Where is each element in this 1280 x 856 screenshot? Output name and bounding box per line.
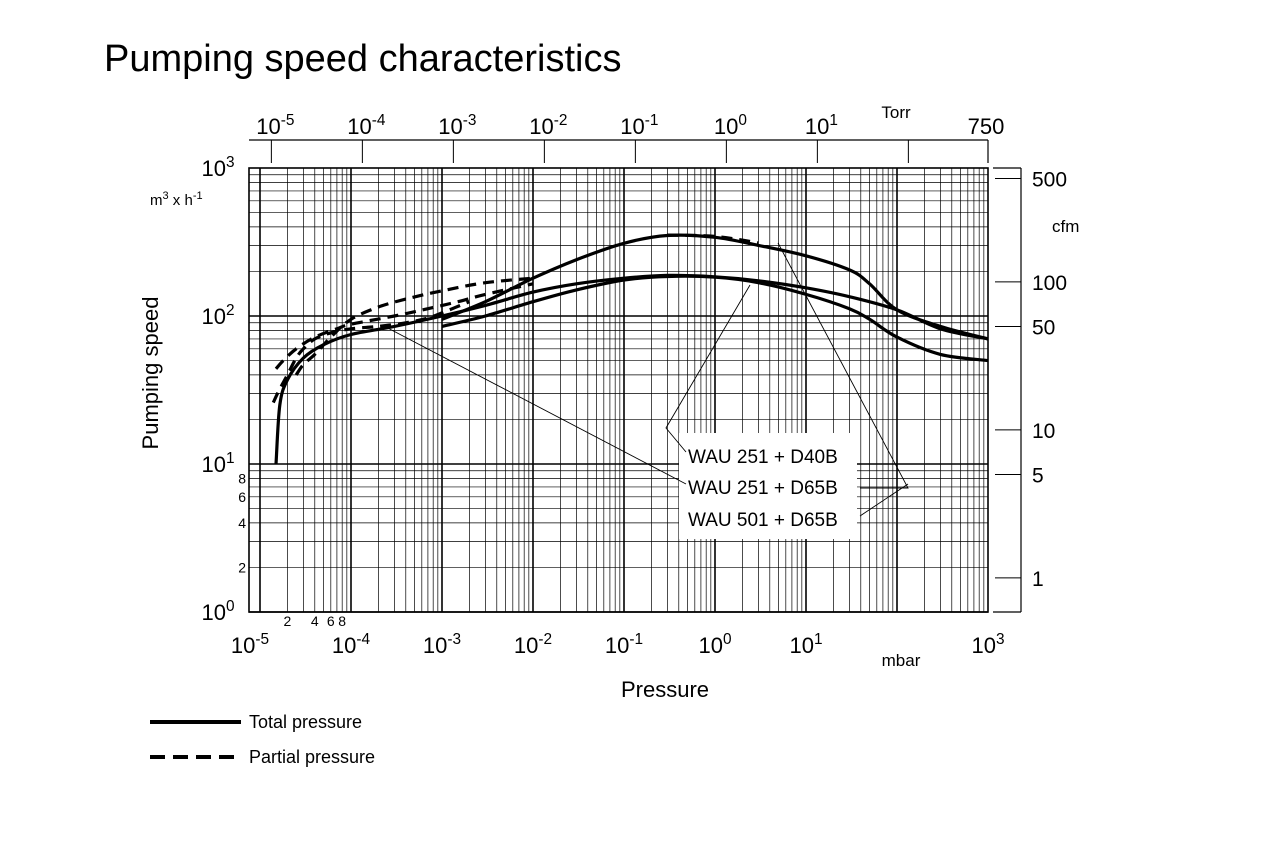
callout-line (859, 483, 909, 517)
annotation-box (679, 433, 857, 539)
x-tick-label: 10-1 (605, 631, 643, 658)
right-axis-unit: cfm (1052, 217, 1079, 236)
right-tick-label: 10 (1032, 420, 1055, 443)
x-tick-label: 10-3 (423, 631, 461, 658)
series-line-solid (441, 274, 989, 363)
series-line-solid (441, 233, 989, 341)
top-tick-label: 101 (805, 112, 838, 139)
callout-line (381, 324, 687, 485)
chart-title: Pumping speed characteristics (104, 38, 622, 80)
y-tick-label: 100 (201, 598, 234, 625)
x-axis-label: Pressure (621, 677, 709, 702)
x-minor-tick-label: 2 (283, 613, 291, 629)
legend-label: Total pressure (249, 712, 362, 732)
plot-frame (248, 167, 989, 613)
right-tick-label: 100 (1032, 272, 1067, 295)
top-tick-label: 100 (714, 112, 747, 139)
x-minor-tick-label: 6 (327, 613, 335, 629)
grid (249, 168, 988, 613)
x-tick-label: 10-2 (514, 631, 552, 658)
top-tick-label: 10-3 (438, 112, 476, 139)
y-tick-label: 103 (201, 154, 234, 181)
x-minor-tick-label: 8 (338, 613, 346, 629)
y-tick-label: 102 (201, 302, 234, 329)
top-tick-label: 10-1 (620, 112, 658, 139)
right-tick-label: 50 (1032, 316, 1055, 339)
right-tick-label: 500 (1032, 168, 1067, 191)
right-tick-label: 5 (1032, 464, 1044, 487)
annotation-label: WAU 501 + D65B (688, 510, 838, 531)
x-tick-label: 10-5 (231, 631, 269, 658)
top-axis-unit: Torr (881, 103, 911, 122)
top-tick-label: 10-2 (529, 112, 567, 139)
top-tick-label: 10-5 (256, 112, 294, 139)
x-tick-label: 103 (971, 631, 1004, 658)
x-unit-label: mbar (882, 651, 921, 670)
series-line-solid (274, 273, 989, 465)
x-tick-label: 100 (698, 631, 731, 658)
callout-line (665, 284, 751, 453)
legend-label: Partial pressure (249, 747, 375, 767)
annotation-label: WAU 251 + D40B (688, 447, 838, 468)
top-tick-label: 10-4 (347, 112, 386, 139)
x-tick-label: 10-4 (332, 631, 371, 658)
legend: Total pressure Partial pressure (150, 712, 375, 767)
series-line-dashed (274, 282, 534, 370)
top-tick-label: 750 (968, 114, 1005, 139)
y-unit-label: m3 x h-1 (150, 190, 203, 209)
x-minor-tick-label: 4 (311, 613, 319, 629)
x-tick-label: 101 (789, 631, 822, 658)
annotations: WAU 251 + D40B WAU 251 + D65B WAU 501 + D6… (381, 242, 909, 539)
y-minor-tick-label: 6 (238, 489, 246, 505)
y-minor-tick-label: 4 (238, 515, 246, 531)
y-minor-tick-label: 2 (238, 559, 246, 575)
right-tick-label: 1 (1032, 568, 1044, 591)
y-axis-label: Pumping speed (138, 297, 163, 450)
series-line-dashed (294, 276, 534, 376)
series-line-dashed (271, 300, 470, 404)
y-minor-tick-label: 8 (238, 470, 246, 486)
y-tick-label: 101 (201, 450, 234, 477)
series-line-dashed (667, 233, 759, 245)
callout-line (777, 242, 909, 489)
annotation-label: WAU 251 + D65B (688, 478, 838, 499)
series (271, 233, 989, 465)
